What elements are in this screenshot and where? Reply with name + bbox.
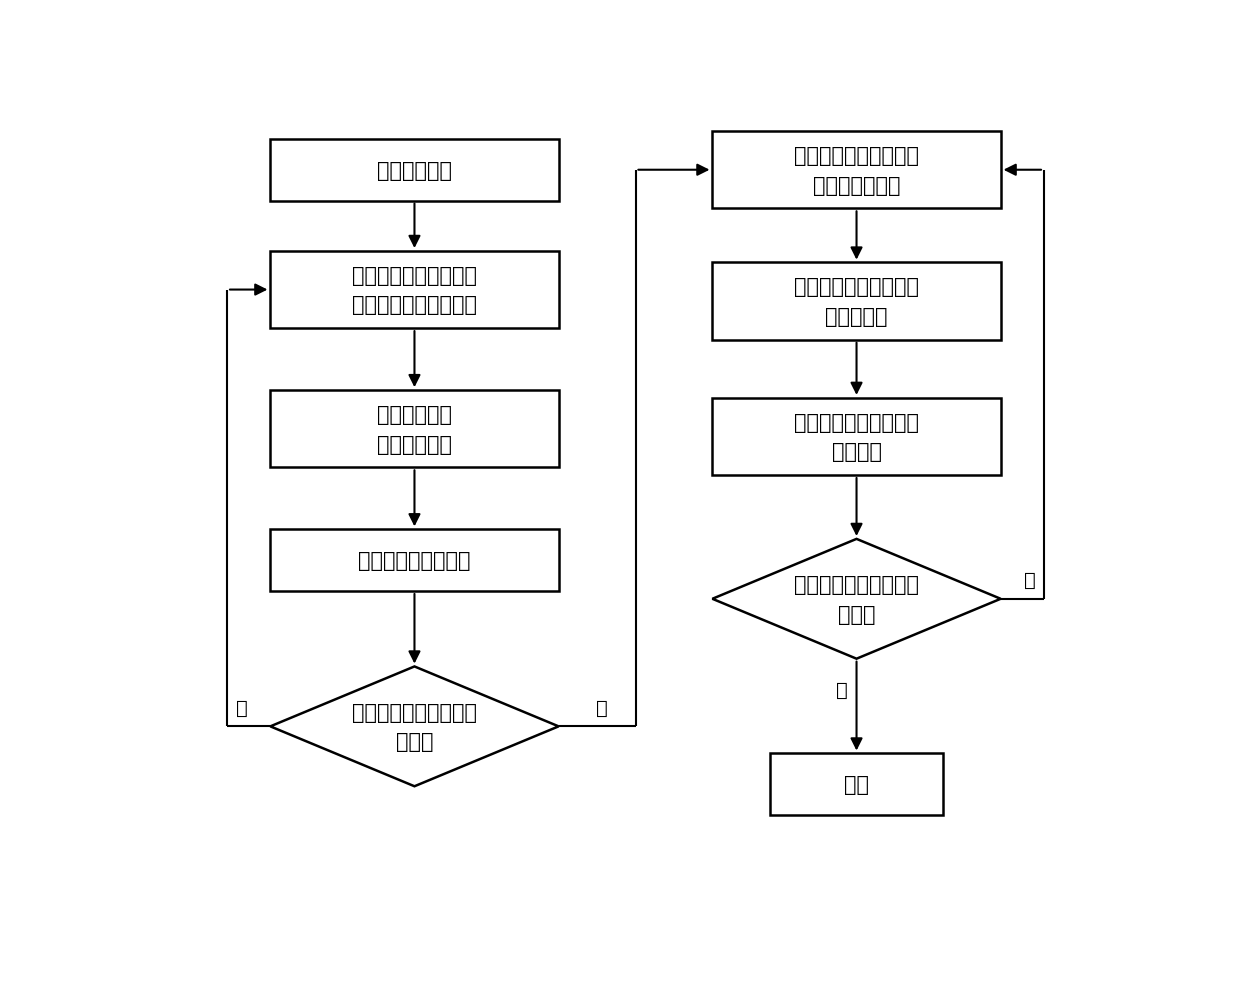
Text: 计算完所有相位屏的所
有点？: 计算完所有相位屏的所 有点？ [794,575,919,624]
Text: 生成若干进程，在每个
进程中生成框架: 生成若干进程，在每个 进程中生成框架 [794,145,919,196]
Text: 结束: 结束 [844,774,869,794]
Text: 使用已知值的基准点计
算当前基准点的像素值: 使用已知值的基准点计 算当前基准点的像素值 [352,266,477,315]
Text: 否: 否 [1024,571,1035,590]
Bar [770,753,942,815]
Text: 是: 是 [836,680,848,699]
Polygon shape [270,667,559,786]
Text: 对重复计算的点的绝对
值求平均: 对重复计算的点的绝对 值求平均 [794,412,919,461]
Bar [712,398,1001,475]
Bar [270,252,559,329]
Polygon shape [712,540,1001,659]
Text: 计算完所有相位屏的基
准点？: 计算完所有相位屏的基 准点？ [352,702,477,751]
Text: 输入初始图像: 输入初始图像 [377,160,451,181]
Text: 计算当前点的
相对像素差值: 计算当前点的 相对像素差值 [377,404,451,454]
Bar [270,390,559,467]
Bar [712,132,1001,210]
Text: 计算每个框架中内每个
点的绝对值: 计算每个框架中内每个 点的绝对值 [794,277,919,327]
Bar [270,530,559,592]
Text: 否: 否 [236,698,247,717]
Text: 是: 是 [596,698,608,717]
Bar [712,263,1001,340]
Bar [270,139,559,202]
Text: 计算当前点的绝对值: 计算当前点的绝对值 [358,551,471,571]
